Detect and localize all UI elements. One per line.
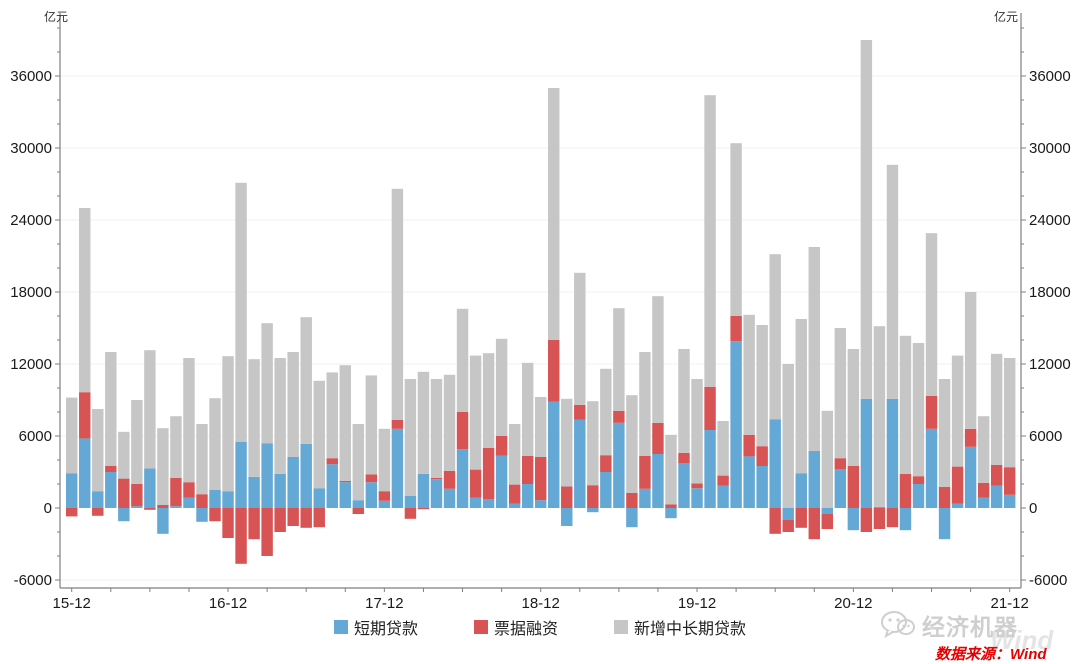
- svg-text:36000: 36000: [10, 68, 52, 85]
- svg-text:30000: 30000: [1029, 140, 1071, 157]
- brand-watermark-text: 经济机器: [922, 614, 1018, 640]
- legend-item-short-term: 短期贷款: [333, 615, 418, 639]
- svg-text:15-12: 15-12: [53, 595, 91, 612]
- brand-watermark: 经济机器: [880, 605, 1080, 645]
- svg-text:24000: 24000: [10, 212, 52, 229]
- svg-text:17-12: 17-12: [365, 595, 403, 612]
- legend-label-medium-long: 新增中长期贷款: [634, 621, 747, 638]
- legend-label-bills: 票据融资: [493, 621, 558, 638]
- svg-text:6000: 6000: [1029, 428, 1062, 445]
- legend-item-medium-long: 新增中长期贷款: [614, 615, 746, 639]
- svg-text:21-12: 21-12: [990, 595, 1028, 612]
- svg-text:12000: 12000: [1029, 356, 1071, 373]
- medium-long-swatch-icon: [614, 620, 628, 634]
- data-source-label: 数据来源：Wind: [935, 646, 1047, 663]
- legend-label-short-term: 短期贷款: [353, 621, 418, 638]
- short-term-swatch-icon: [333, 620, 348, 634]
- svg-text:12000: 12000: [10, 356, 52, 373]
- svg-text:36000: 36000: [1029, 68, 1071, 85]
- wind-watermark: Wind: [990, 625, 1054, 655]
- svg-text:-6000: -6000: [14, 572, 52, 589]
- svg-text:-6000: -6000: [1029, 572, 1067, 589]
- legend-item-bills: 票据融资: [473, 615, 558, 639]
- svg-text:24000: 24000: [1029, 212, 1071, 229]
- svg-text:20-12: 20-12: [834, 595, 872, 612]
- svg-text:19-12: 19-12: [678, 595, 716, 612]
- svg-text:18000: 18000: [1029, 284, 1071, 301]
- y-axis-unit-left: 亿元: [44, 10, 69, 24]
- y-axis-unit-right: 亿元: [994, 10, 1019, 24]
- svg-text:6000: 6000: [19, 428, 52, 445]
- svg-text:18000: 18000: [10, 284, 52, 301]
- svg-text:18-12: 18-12: [522, 595, 560, 612]
- bills-swatch-icon: [473, 620, 488, 634]
- svg-text:0: 0: [1029, 500, 1037, 517]
- svg-text:16-12: 16-12: [209, 595, 247, 612]
- svg-text:0: 0: [44, 500, 52, 517]
- wechat-icon: [881, 611, 915, 639]
- chart-legend: 短期贷款 票据融资 新增中长期贷款: [0, 615, 1080, 639]
- svg-text:30000: 30000: [10, 140, 52, 157]
